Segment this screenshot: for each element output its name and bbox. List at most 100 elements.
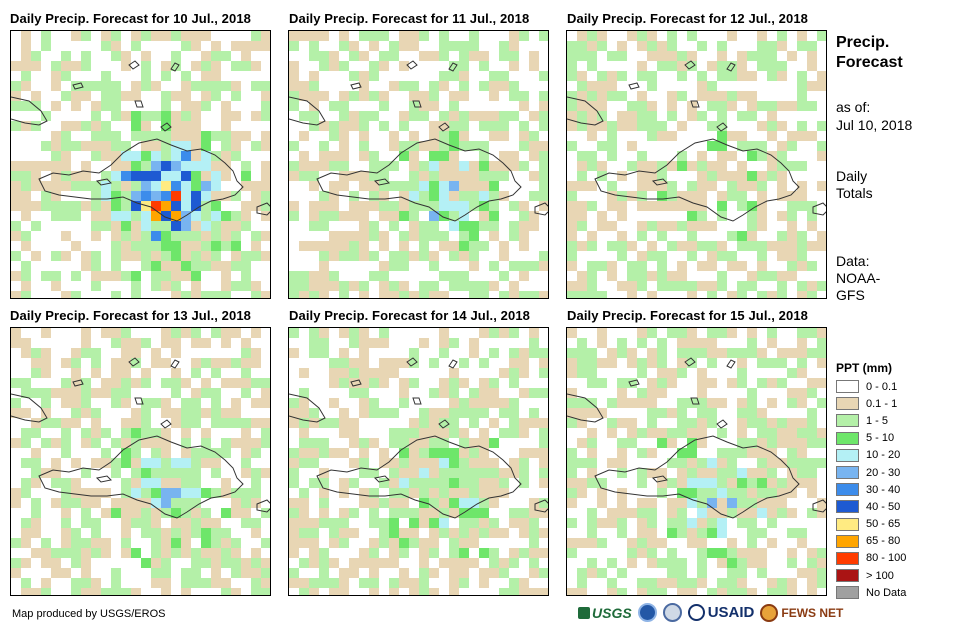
precip-cell [379, 191, 389, 201]
precip-cell [141, 518, 151, 528]
precip-cell [707, 338, 717, 348]
precip-cell [597, 291, 607, 298]
precip-cell [807, 131, 817, 141]
precip-cell [479, 141, 489, 151]
precip-cell [519, 141, 529, 151]
precip-cell [211, 181, 221, 191]
precip-cell [707, 508, 717, 518]
precip-cell [171, 281, 181, 291]
precip-cell [419, 191, 429, 201]
precip-cell [797, 131, 807, 141]
precip-cell [687, 211, 697, 221]
precip-cell [389, 281, 399, 291]
precip-cell [91, 101, 101, 111]
precip-cell [309, 458, 319, 468]
precip-cell [459, 458, 469, 468]
precip-cell [489, 171, 499, 181]
precip-cell [439, 468, 449, 478]
precip-cell [131, 348, 141, 358]
precip-cell [647, 271, 657, 281]
precip-cell [41, 408, 51, 418]
precip-cell [499, 558, 509, 568]
precip-cell [251, 241, 261, 251]
puerto-rico-outline [812, 202, 826, 216]
precip-cell [91, 488, 101, 498]
precip-cell [479, 468, 489, 478]
precip-cell [211, 191, 221, 201]
precip-cell [727, 251, 737, 261]
precip-cell [449, 101, 459, 111]
precip-cell [31, 201, 41, 211]
precip-cell [141, 251, 151, 261]
precip-cell [51, 181, 61, 191]
precip-cell [429, 201, 439, 211]
islet-outline [128, 357, 140, 367]
precip-cell [121, 181, 131, 191]
precip-cell [479, 498, 489, 508]
legend-swatch [836, 517, 859, 531]
precip-cell [111, 31, 121, 41]
precip-cell [439, 338, 449, 348]
precip-cell [449, 251, 459, 261]
precip-cell [479, 448, 489, 458]
precip-cell [319, 241, 329, 251]
precip-cell [21, 101, 31, 111]
precip-cell [499, 51, 509, 61]
precip-cell [71, 348, 81, 358]
precip-cell [399, 438, 409, 448]
precip-cell [171, 61, 181, 71]
precip-cell [251, 358, 261, 368]
precip-cell [509, 428, 519, 438]
precip-cell [61, 568, 71, 578]
precip-cell [697, 558, 707, 568]
precip-cell [101, 181, 111, 191]
precip-cell [71, 101, 81, 111]
precip-cell [161, 111, 171, 121]
precip-cell [319, 281, 329, 291]
islet-outline [373, 178, 391, 186]
precip-cell [677, 71, 687, 81]
panel-title-1: Daily Precip. Forecast for 10 Jul., 2018 [10, 11, 252, 26]
precip-cell [369, 568, 379, 578]
precip-cell [529, 61, 539, 71]
precip-cell [221, 408, 231, 418]
precip-cell [241, 161, 251, 171]
precip-cell [637, 358, 647, 368]
precip-cell [647, 81, 657, 91]
precip-cell [201, 211, 211, 221]
precip-cell [299, 388, 309, 398]
precip-cell [21, 291, 31, 298]
precip-cell [309, 101, 319, 111]
precip-cell [201, 558, 211, 568]
precip-cell [499, 81, 509, 91]
precip-cell [567, 251, 577, 261]
precip-cell [647, 378, 657, 388]
sidebar-title: Precip. Forecast [836, 33, 903, 73]
precip-cell [817, 498, 826, 508]
precip-cell [647, 468, 657, 478]
precip-cell [617, 498, 627, 508]
precip-cell [717, 161, 727, 171]
precip-cell [121, 378, 131, 388]
precip-cell [111, 578, 121, 588]
precip-cell [151, 398, 161, 408]
precip-cell [529, 348, 539, 358]
precip-cell [459, 171, 469, 181]
precip-cell [339, 291, 349, 298]
precip-cell [339, 428, 349, 438]
precip-cell [231, 568, 241, 578]
precip-cell [289, 578, 299, 588]
precip-cell [657, 251, 667, 261]
precip-cell [349, 558, 359, 568]
precip-cell [31, 478, 41, 488]
precip-cell [687, 181, 697, 191]
precip-cell [81, 578, 91, 588]
precip-cell [747, 241, 757, 251]
precip-cell [489, 468, 499, 478]
precip-cell [51, 61, 61, 71]
precip-cell [797, 418, 807, 428]
precip-cell [111, 41, 121, 51]
precip-cell [617, 91, 627, 101]
precip-cell [369, 41, 379, 51]
precip-cell [567, 518, 577, 528]
